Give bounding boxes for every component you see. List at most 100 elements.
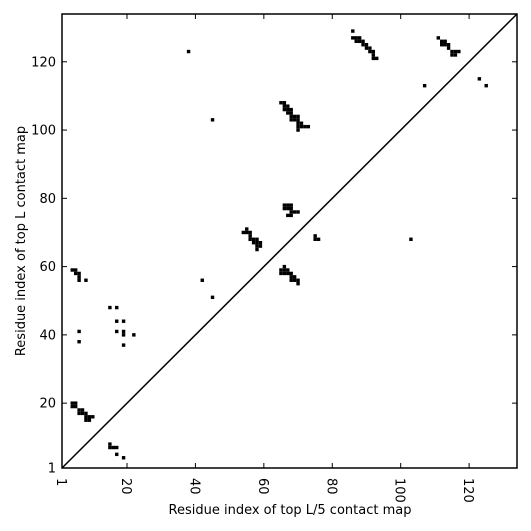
contact-point bbox=[303, 124, 307, 129]
contact-point bbox=[282, 268, 287, 272]
contact-point bbox=[292, 114, 297, 119]
contact-point bbox=[299, 124, 304, 129]
contact-point bbox=[292, 118, 297, 122]
y-tick-label: 80 bbox=[39, 192, 56, 207]
contact-point bbox=[186, 49, 191, 54]
contact-point bbox=[296, 281, 300, 286]
contact-point bbox=[84, 415, 88, 419]
contact-point bbox=[84, 418, 88, 422]
contact-point bbox=[121, 456, 126, 460]
contact-point bbox=[450, 49, 454, 54]
contact-point bbox=[77, 278, 81, 282]
x-tick-label: 100 bbox=[392, 478, 407, 503]
contact-point bbox=[299, 121, 304, 125]
contact-point bbox=[286, 104, 290, 108]
contact-point bbox=[245, 230, 249, 235]
contact-point bbox=[245, 227, 249, 231]
contact-point bbox=[289, 107, 293, 112]
contact-point bbox=[282, 264, 287, 269]
contact-point bbox=[289, 275, 293, 279]
contact-point bbox=[73, 271, 78, 276]
contact-point bbox=[351, 36, 355, 40]
contact-point bbox=[440, 39, 444, 44]
contact-point bbox=[316, 237, 321, 242]
contact-point bbox=[296, 114, 300, 119]
contact-point bbox=[115, 445, 119, 450]
contact-point bbox=[361, 39, 365, 44]
contact-point bbox=[77, 275, 81, 279]
contact-point bbox=[443, 39, 447, 44]
y-tick-label: 1 bbox=[48, 462, 56, 477]
contact-point bbox=[282, 101, 287, 105]
contact-point bbox=[371, 56, 376, 61]
contact-point bbox=[80, 411, 85, 416]
contact-point bbox=[440, 43, 444, 47]
contact-point bbox=[77, 339, 81, 344]
diagonal-line bbox=[61, 13, 518, 469]
contact-point bbox=[115, 319, 119, 323]
contact-point bbox=[409, 237, 413, 242]
contact-point bbox=[255, 247, 259, 252]
contact-point bbox=[313, 234, 317, 238]
contact-point bbox=[296, 210, 300, 214]
contact-point bbox=[132, 333, 136, 337]
contact-point bbox=[121, 333, 126, 337]
contact-point bbox=[292, 275, 297, 279]
contact-point bbox=[286, 107, 290, 112]
contact-point bbox=[289, 213, 293, 218]
contact-point bbox=[70, 401, 74, 405]
contact-point bbox=[436, 36, 441, 40]
contact-point bbox=[279, 271, 283, 276]
contact-point bbox=[286, 206, 290, 211]
contact-point bbox=[289, 111, 293, 115]
contact-point bbox=[282, 104, 287, 108]
contact-point bbox=[289, 203, 293, 207]
y-tick-label: 40 bbox=[39, 328, 56, 343]
contact-point bbox=[289, 278, 293, 282]
contact-point bbox=[77, 411, 81, 416]
contact-point bbox=[87, 415, 92, 419]
contact-point bbox=[286, 213, 290, 218]
contact-point bbox=[368, 49, 372, 54]
contact-point bbox=[87, 418, 92, 422]
contact-point bbox=[443, 43, 447, 47]
contact-point bbox=[289, 271, 293, 276]
contact-point bbox=[279, 268, 283, 272]
contact-point bbox=[200, 278, 204, 282]
contact-point bbox=[282, 206, 287, 211]
x-tick-label: 40 bbox=[186, 478, 201, 495]
contact-point bbox=[364, 46, 369, 50]
contact-point bbox=[351, 29, 355, 33]
contact-point bbox=[422, 83, 427, 88]
contact-point bbox=[70, 404, 74, 409]
contact-point bbox=[313, 237, 317, 242]
contact-point bbox=[286, 111, 290, 115]
x-tick-label: 20 bbox=[118, 478, 133, 495]
y-axis-label: Residue index of top L contact map bbox=[14, 126, 29, 356]
contact-point bbox=[210, 118, 215, 122]
contact-point bbox=[477, 77, 482, 81]
contact-point bbox=[457, 49, 461, 54]
contact-point bbox=[251, 237, 256, 242]
contact-point bbox=[292, 278, 297, 282]
contact-point bbox=[255, 240, 259, 245]
contact-point bbox=[296, 118, 300, 122]
contact-point bbox=[289, 118, 293, 122]
contact-point bbox=[258, 240, 263, 245]
contact-point bbox=[296, 128, 300, 132]
y-tick-label: 60 bbox=[39, 260, 56, 275]
contact-point bbox=[77, 271, 81, 276]
contact-point bbox=[364, 43, 369, 47]
contact-point bbox=[286, 271, 290, 276]
contact-point bbox=[255, 244, 259, 248]
contact-point bbox=[77, 408, 81, 412]
contact-point bbox=[354, 36, 358, 40]
contact-point bbox=[354, 39, 358, 44]
contact-point bbox=[289, 114, 293, 119]
contact-point bbox=[121, 343, 126, 347]
contact-point bbox=[375, 56, 379, 61]
contact-point bbox=[241, 230, 246, 235]
plot-frame bbox=[61, 13, 518, 469]
contact-point bbox=[282, 271, 287, 276]
